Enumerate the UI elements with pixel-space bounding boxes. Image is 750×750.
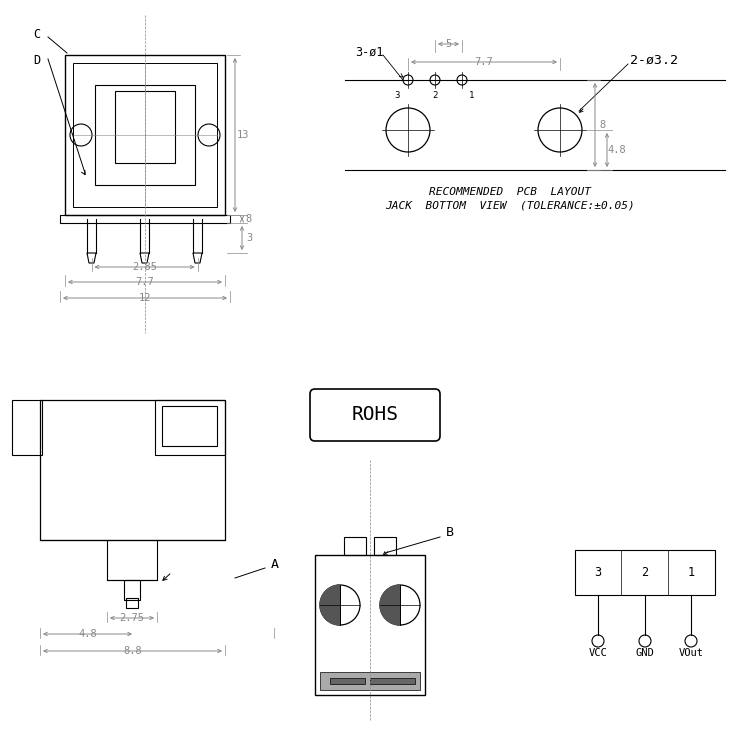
Bar (162, 406, 217, 446)
Text: 1: 1 (688, 566, 694, 580)
Bar (12, 400, 42, 455)
Text: 4.8: 4.8 (608, 145, 626, 155)
Text: 3: 3 (394, 91, 400, 100)
Bar (320, 672, 420, 690)
Text: GND: GND (635, 648, 654, 658)
Bar (60, 215, 230, 223)
Bar (40, 400, 225, 540)
Text: 13: 13 (237, 130, 249, 140)
Text: 3: 3 (246, 233, 252, 243)
Text: JACK  BOTTOM  VIEW  (TOLERANCE:±0.05): JACK BOTTOM VIEW (TOLERANCE:±0.05) (386, 201, 634, 211)
Text: 2.85: 2.85 (132, 262, 157, 272)
Text: D: D (34, 53, 40, 67)
Text: B: B (446, 526, 454, 539)
Bar (73, 63, 217, 207)
Polygon shape (320, 585, 340, 625)
Text: VCC: VCC (589, 648, 608, 658)
Bar (374, 537, 396, 555)
Bar (575, 550, 715, 595)
Text: 8.8: 8.8 (123, 646, 142, 656)
Text: A: A (271, 559, 279, 572)
Bar (95, 85, 195, 185)
Polygon shape (380, 585, 400, 625)
Text: 8: 8 (598, 120, 605, 130)
Text: ROHS: ROHS (352, 406, 398, 424)
Bar (330, 678, 365, 684)
Text: 3-ø1: 3-ø1 (355, 46, 383, 58)
Text: VOut: VOut (679, 648, 703, 658)
Bar (65, 55, 225, 215)
Text: 2: 2 (432, 91, 438, 100)
Text: 8: 8 (246, 214, 252, 224)
Text: RECOMMENDED  PCB  LAYOUT: RECOMMENDED PCB LAYOUT (429, 187, 591, 197)
Text: 7.7: 7.7 (136, 277, 154, 287)
Bar (115, 91, 175, 163)
Bar (107, 540, 157, 580)
Text: 2-ø3.2: 2-ø3.2 (630, 53, 678, 67)
Bar (155, 400, 225, 455)
Bar (370, 678, 415, 684)
Text: C: C (34, 28, 40, 41)
Text: 12: 12 (139, 293, 152, 303)
Text: 1: 1 (469, 91, 474, 100)
Text: 7.7: 7.7 (475, 57, 494, 67)
Bar (344, 537, 366, 555)
Text: 2.75: 2.75 (119, 613, 145, 623)
Bar (124, 580, 140, 600)
Text: 2: 2 (641, 566, 649, 580)
Text: 4.8: 4.8 (78, 629, 97, 639)
Bar (126, 598, 138, 608)
Text: 5: 5 (446, 39, 452, 49)
Text: 3: 3 (595, 566, 602, 580)
